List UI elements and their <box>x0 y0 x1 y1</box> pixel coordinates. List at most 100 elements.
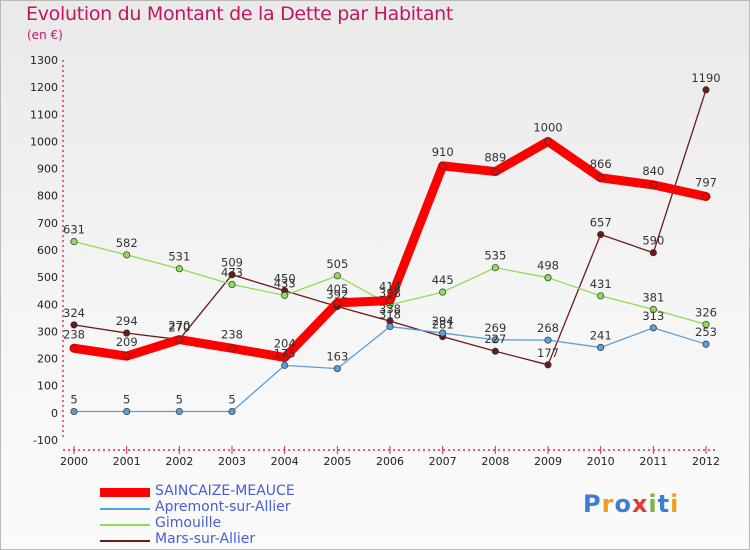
y-tick-label: 800 <box>37 190 58 203</box>
data-label: 326 <box>695 305 717 319</box>
chart-title: Evolution du Montant de la Dette par Hab… <box>26 3 454 25</box>
data-point <box>649 305 657 313</box>
data-label: 657 <box>590 216 612 230</box>
x-tick-label: 2011 <box>639 455 667 468</box>
data-label: 5 <box>123 393 130 407</box>
data-point <box>491 264 499 272</box>
data-label: 1190 <box>691 71 720 85</box>
data-label: 294 <box>432 314 454 328</box>
data-point <box>491 336 499 344</box>
y-tick-label: 1100 <box>30 108 58 121</box>
x-tick-label: 2004 <box>271 455 299 468</box>
legend-swatch-mars <box>100 540 150 542</box>
logo-letter: P <box>583 490 602 518</box>
x-tick-label: 2007 <box>429 455 457 468</box>
data-label: 414 <box>379 279 401 293</box>
data-label: 313 <box>642 309 664 323</box>
x-tick-label: 2006 <box>376 455 404 468</box>
data-label: 338 <box>379 302 401 316</box>
legend-swatch-saincaize <box>100 488 150 497</box>
data-label: 177 <box>537 346 559 360</box>
data-point <box>333 272 341 280</box>
logo-letter: x <box>631 490 649 518</box>
legend-label-apremont: Apremont-sur-Allier <box>155 499 291 515</box>
data-label: 445 <box>432 273 454 287</box>
data-point <box>491 347 499 355</box>
data-point <box>175 265 183 273</box>
data-label: 473 <box>221 265 243 279</box>
data-point <box>544 336 552 344</box>
data-point <box>228 407 236 416</box>
data-point <box>544 361 552 369</box>
data-label: 797 <box>695 176 717 190</box>
x-tick-label: 2012 <box>692 455 720 468</box>
legend-item-saincaize: SAINCAIZE-MEAUCE <box>100 483 340 501</box>
y-tick-label: 300 <box>37 325 58 338</box>
y-tick-label: 600 <box>37 244 58 257</box>
data-point <box>123 329 131 337</box>
logo-letter: r <box>601 490 615 518</box>
y-tick-label: 500 <box>37 271 58 284</box>
data-point <box>702 320 710 328</box>
data-label: 5 <box>176 393 183 407</box>
data-point <box>70 344 78 353</box>
x-tick-label: 2003 <box>218 455 246 468</box>
data-label: 294 <box>116 314 138 328</box>
x-tick-label: 2009 <box>534 455 562 468</box>
data-label: 840 <box>642 164 664 178</box>
data-point <box>280 353 289 362</box>
data-point <box>70 238 78 246</box>
data-label: 582 <box>116 236 138 250</box>
data-label: 5 <box>228 393 235 407</box>
data-label: 238 <box>63 327 85 341</box>
data-point <box>333 299 342 307</box>
data-label: 238 <box>221 327 243 341</box>
data-label: 209 <box>116 335 138 349</box>
data-point <box>702 86 710 94</box>
data-label: 1000 <box>533 120 562 134</box>
x-tick-label: 2008 <box>481 455 509 468</box>
y-tick-label: 1300 <box>30 54 58 67</box>
logo-letter: t <box>657 490 671 518</box>
data-label: 433 <box>274 276 296 290</box>
data-label: 498 <box>537 259 559 273</box>
chart-subtitle: (en €) <box>27 28 63 42</box>
data-label: 241 <box>590 328 612 342</box>
data-label: 509 <box>221 256 243 270</box>
x-tick-label: 2010 <box>587 455 615 468</box>
data-point <box>123 251 131 259</box>
legend-label-mars: Mars-sur-Allier <box>155 531 256 547</box>
data-label: 227 <box>484 332 506 346</box>
y-tick-label: 700 <box>37 217 58 230</box>
proxiti-logo: Proxiti <box>583 490 679 518</box>
data-label: 268 <box>537 321 559 335</box>
data-label: 270 <box>168 319 190 333</box>
data-label: 450 <box>274 272 296 286</box>
y-tick-label: 900 <box>37 163 58 176</box>
legend-item-apremont: Apremont-sur-Allier <box>100 499 340 517</box>
data-point <box>386 296 394 305</box>
data-label: 531 <box>168 250 190 264</box>
legend-label-saincaize: SAINCAIZE-MEAUCE <box>155 483 295 499</box>
data-point <box>175 335 184 344</box>
data-label: 631 <box>63 223 85 237</box>
data-point <box>228 280 236 289</box>
data-label: 590 <box>642 234 664 248</box>
legend-item-gimouille: Gimouille <box>100 515 340 533</box>
data-point <box>70 321 78 329</box>
legend-swatch-gimouille <box>100 524 150 526</box>
data-point <box>70 407 78 416</box>
y-tick-label: 1000 <box>30 135 58 148</box>
data-point <box>439 288 447 296</box>
data-point <box>702 192 710 201</box>
data-point <box>386 322 394 331</box>
legend-label-gimouille: Gimouille <box>155 515 222 531</box>
data-point <box>596 173 605 182</box>
data-point <box>439 329 447 337</box>
x-tick-label: 2002 <box>165 455 193 468</box>
data-point <box>597 230 605 239</box>
y-tick-label: 100 <box>37 380 58 393</box>
data-label: 324 <box>63 306 85 320</box>
data-point <box>123 407 131 416</box>
